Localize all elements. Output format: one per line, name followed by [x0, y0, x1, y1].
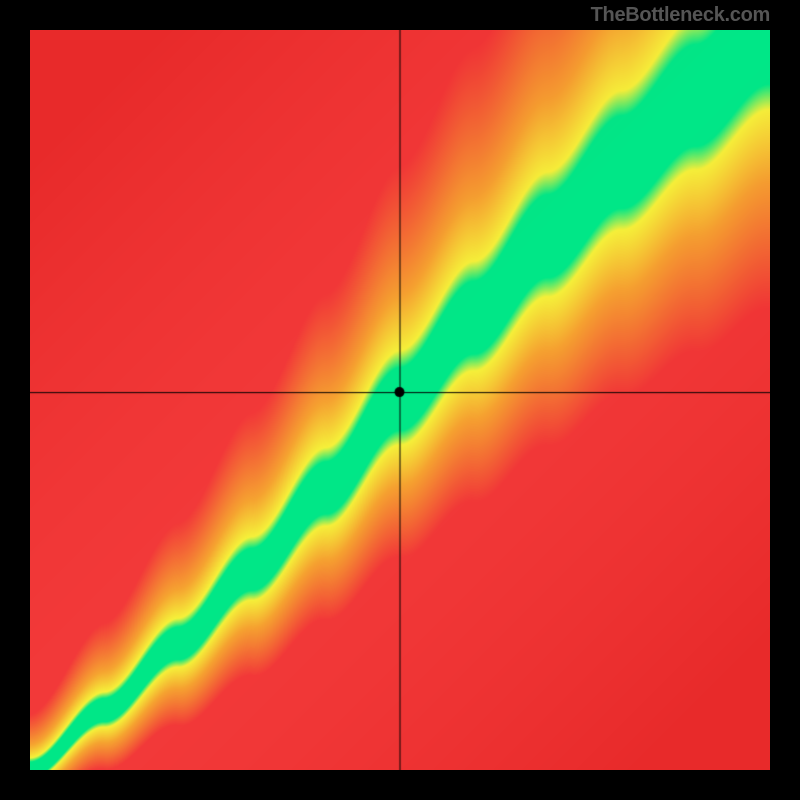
watermark-text: TheBottleneck.com: [591, 4, 770, 27]
bottleneck-heatmap: [30, 30, 770, 770]
